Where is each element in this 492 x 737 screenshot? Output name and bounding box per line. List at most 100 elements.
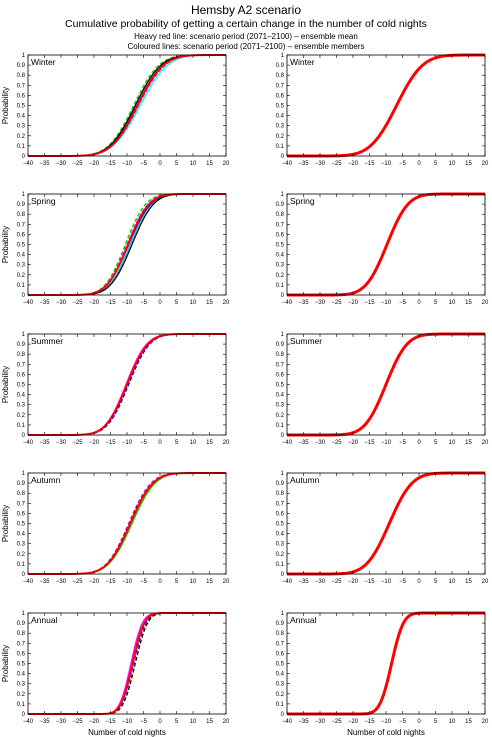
y-tick-label: 0.2: [276, 552, 285, 558]
x-tick-label: 0: [158, 440, 162, 446]
y-axis-label: Probability: [1, 226, 10, 263]
y-tick-label: 0.9: [276, 342, 285, 348]
season-label: Annual: [31, 615, 58, 625]
x-tick-label: 20: [482, 440, 489, 446]
x-tick-label: −20: [348, 161, 359, 167]
y-tick-label: 0.5: [17, 383, 26, 389]
x-tick-label: −35: [298, 719, 309, 725]
x-tick-label: −40: [282, 300, 293, 306]
chart-summer-members: −40 −35 −30 −25 −20 −15 −10 −5 0 5 10 15 20 0 0.1 0.2 0.…: [1, 332, 230, 446]
x-tick-label: −5: [399, 719, 407, 725]
y-tick-label: 0.2: [276, 273, 285, 279]
x-tick-label: 10: [449, 579, 456, 585]
x-tick-label: −30: [315, 440, 326, 446]
x-tick-label: −25: [72, 300, 83, 306]
y-tick-label: 0.4: [276, 532, 285, 538]
x-tick-label: −20: [348, 440, 359, 446]
y-axis-label: Probability: [1, 505, 10, 542]
x-tick-label: 0: [417, 161, 421, 167]
series-line-winter-members-2: [28, 54, 226, 157]
x-tick-label: 0: [158, 719, 162, 725]
y-tick-label: 0.7: [276, 83, 285, 89]
series-line-winter-members-3: [28, 54, 226, 157]
series-line-annual-members-4: [28, 612, 226, 715]
y-tick-label: 1: [281, 332, 285, 338]
x-tick-label: −25: [72, 440, 83, 446]
series-line-winter-members-0: [28, 54, 226, 157]
x-tick-label: 15: [465, 719, 472, 725]
y-tick-label: 0.8: [276, 73, 285, 79]
x-tick-label: 10: [449, 300, 456, 306]
y-tick-label: 0.3: [276, 403, 285, 409]
x-tick-label: 15: [206, 300, 213, 306]
x-tick-label: 20: [223, 300, 230, 306]
y-tick-label: 0.4: [17, 672, 26, 678]
x-tick-label: −5: [140, 719, 148, 725]
y-tick-label: 1: [22, 471, 26, 477]
x-tick-label: −10: [381, 719, 392, 725]
x-tick-label: −15: [364, 300, 375, 306]
x-tick-label: 0: [158, 300, 162, 306]
x-tick-label: −15: [364, 161, 375, 167]
y-tick-label: 0.1: [17, 423, 26, 429]
y-tick-label: 0.8: [17, 212, 26, 218]
series-line-summer-mean-0: [287, 332, 485, 437]
x-tick-label: −20: [348, 719, 359, 725]
y-tick-label: 0.4: [276, 672, 285, 678]
x-tick-label: −40: [23, 300, 34, 306]
x-tick-label: −5: [399, 440, 407, 446]
x-tick-label: −25: [331, 719, 342, 725]
y-tick-label: 1: [281, 611, 285, 617]
x-tick-label: 0: [417, 719, 421, 725]
x-tick-label: 5: [175, 719, 179, 725]
y-tick-label: 0.7: [17, 641, 26, 647]
y-tick-label: 1: [22, 611, 26, 617]
x-tick-label: 20: [223, 579, 230, 585]
x-tick-label: −35: [39, 300, 50, 306]
x-tick-label: −40: [282, 579, 293, 585]
y-tick-label: 0.3: [276, 682, 285, 688]
y-tick-label: 0.6: [17, 511, 26, 517]
y-tick-label: 0.5: [276, 104, 285, 110]
x-tick-label: 5: [175, 161, 179, 167]
x-tick-label: 15: [206, 161, 213, 167]
y-tick-label: 0.3: [276, 124, 285, 130]
x-tick-label: −5: [140, 161, 148, 167]
y-tick-label: 0.8: [17, 491, 26, 497]
y-tick-label: 0.6: [276, 511, 285, 517]
y-tick-label: 0.6: [17, 93, 26, 99]
x-tick-label: −15: [105, 161, 116, 167]
y-tick-label: 0.3: [276, 263, 285, 269]
x-tick-label: 10: [449, 161, 456, 167]
x-tick-label: −40: [23, 440, 34, 446]
x-tick-label: 5: [434, 300, 438, 306]
y-tick-label: 0.4: [17, 393, 26, 399]
x-tick-label: 5: [175, 440, 179, 446]
series-line-autumn-members-2: [28, 472, 226, 575]
series-line-autumn-members-3: [28, 472, 226, 575]
y-tick-label: 0.2: [276, 134, 285, 140]
y-tick-label: 0: [22, 712, 26, 718]
y-tick-label: 0: [281, 293, 285, 299]
y-tick-label: 0.6: [276, 232, 285, 238]
x-tick-label: −10: [122, 719, 133, 725]
x-tick-label: −40: [282, 161, 293, 167]
x-tick-label: 20: [482, 719, 489, 725]
y-axis-label: Probability: [1, 645, 10, 682]
y-tick-label: 0: [281, 712, 285, 718]
x-tick-label: 15: [206, 440, 213, 446]
x-tick-label: −5: [140, 579, 148, 585]
x-tick-label: 20: [482, 161, 489, 167]
y-tick-label: 1: [281, 471, 285, 477]
x-tick-label: −35: [39, 161, 50, 167]
x-tick-label: 20: [482, 300, 489, 306]
y-tick-label: 0.4: [276, 114, 285, 120]
plot-frame: [27, 472, 227, 575]
page-title: Hemsby A2 scenario: [190, 3, 302, 17]
chart-autumn-members: −40 −35 −30 −25 −20 −15 −10 −5 0 5 10 15 20 0 0.1 0.2 0.…: [1, 471, 230, 585]
x-tick-label: −5: [399, 161, 407, 167]
y-tick-label: 0.5: [17, 243, 26, 249]
x-tick-label: −25: [331, 161, 342, 167]
series-line-annual-members-1: [28, 612, 226, 715]
y-tick-label: 0.5: [276, 662, 285, 668]
